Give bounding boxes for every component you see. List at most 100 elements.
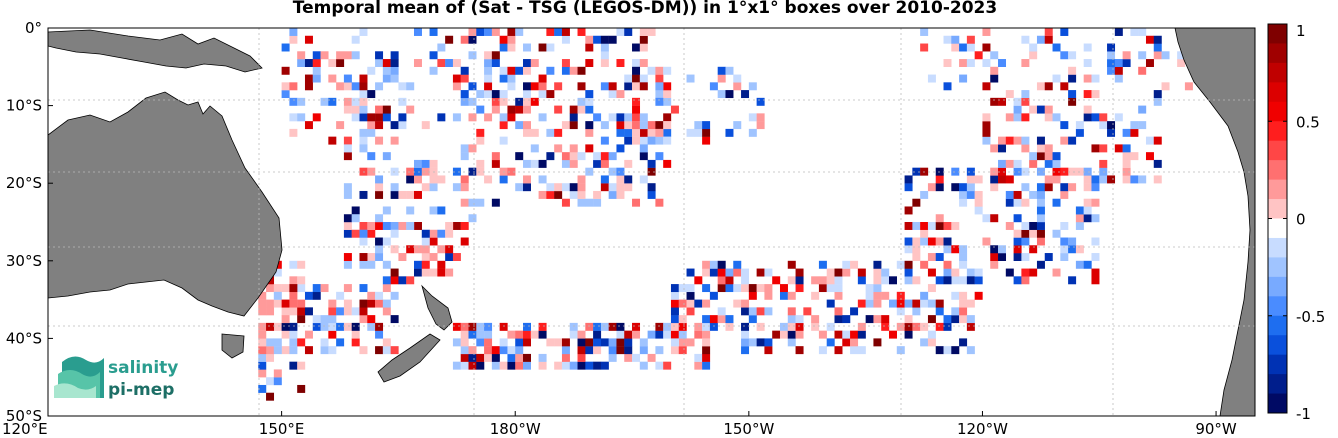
data-cell — [507, 330, 516, 339]
data-cell — [273, 322, 282, 331]
data-cell — [499, 121, 508, 130]
data-cell — [951, 315, 960, 324]
data-cell — [382, 105, 391, 114]
colorbar-tick-label: 0 — [1296, 211, 1306, 229]
data-cell — [343, 260, 352, 269]
data-cell — [741, 299, 750, 308]
data-cell — [818, 276, 827, 285]
data-cell — [632, 128, 641, 137]
data-cell — [1036, 144, 1045, 153]
map-title: Temporal mean of (Sat - TSG (LEGOS-DM)) … — [292, 0, 998, 18]
data-cell — [445, 222, 454, 230]
data-cell — [639, 59, 648, 67]
data-cell — [1036, 214, 1045, 223]
data-cell — [624, 136, 633, 145]
data-cell — [304, 59, 313, 67]
data-cell — [616, 128, 625, 137]
data-cell — [515, 183, 524, 192]
data-cell — [468, 198, 477, 207]
colorbar-segment — [1268, 121, 1287, 142]
data-cell — [538, 330, 547, 339]
data-cell — [632, 121, 641, 130]
data-cell — [600, 43, 609, 52]
data-cell — [367, 167, 376, 176]
data-cell — [538, 82, 547, 91]
data-cell — [398, 82, 407, 91]
data-cell — [982, 237, 991, 246]
data-cell — [507, 82, 516, 91]
data-cell — [1075, 222, 1084, 230]
data-cell — [406, 245, 415, 254]
data-cell — [663, 90, 672, 99]
data-cell — [725, 315, 734, 324]
data-cell — [904, 330, 913, 339]
data-cell — [904, 206, 913, 215]
data-cell — [624, 330, 633, 339]
data-cell — [1068, 97, 1077, 106]
data-cell — [1138, 66, 1147, 75]
data-cell — [320, 322, 329, 331]
data-cell — [655, 361, 664, 370]
data-cell — [1114, 28, 1123, 36]
data-cell — [795, 330, 804, 339]
data-cell — [585, 59, 594, 67]
data-cell — [452, 82, 461, 91]
data-cell — [406, 222, 415, 230]
logo-text-salinity: salinity — [108, 358, 178, 378]
data-cell — [375, 291, 384, 300]
data-cell — [468, 353, 477, 362]
data-cell — [367, 113, 376, 122]
data-cell — [413, 190, 422, 199]
data-cell — [554, 144, 563, 153]
data-cell — [655, 128, 664, 137]
data-cell — [826, 338, 835, 347]
data-cell — [507, 361, 516, 370]
data-cell — [289, 113, 298, 122]
data-cell — [507, 35, 516, 44]
data-cell — [1029, 190, 1038, 199]
data-cell — [445, 229, 454, 238]
data-cell — [359, 74, 368, 83]
data-cell — [694, 299, 703, 308]
y-tick-label: 50°S — [6, 407, 42, 425]
data-cell — [336, 121, 345, 130]
data-cell — [733, 260, 742, 269]
data-cell — [1052, 198, 1061, 207]
data-cell — [818, 330, 827, 339]
land-new-guinea — [48, 29, 263, 73]
data-cell — [499, 66, 508, 75]
data-cell — [990, 74, 999, 83]
data-cell — [1052, 159, 1061, 168]
data-cell — [904, 268, 913, 277]
data-cell — [289, 330, 298, 339]
data-cell — [678, 338, 687, 347]
data-cell — [966, 175, 975, 184]
data-cell — [297, 276, 306, 285]
data-cell — [367, 253, 376, 261]
data-cell — [1021, 97, 1030, 106]
data-cell — [990, 144, 999, 153]
data-cell — [398, 121, 407, 130]
data-cell — [398, 190, 407, 199]
data-cell — [258, 291, 267, 300]
data-cell — [896, 322, 905, 331]
data-cell — [577, 175, 586, 184]
data-cell — [702, 330, 711, 339]
data-cell — [1153, 159, 1162, 168]
data-cell — [717, 268, 726, 277]
data-cell — [632, 97, 641, 106]
data-cell — [873, 284, 882, 293]
data-cell — [1083, 175, 1092, 184]
data-cell — [974, 268, 983, 277]
data-cell — [748, 128, 757, 137]
data-cell — [375, 322, 384, 331]
data-cell — [390, 183, 399, 192]
data-cell — [670, 105, 679, 114]
data-cell — [982, 136, 991, 145]
data-cell — [351, 105, 360, 114]
data-cell — [1021, 229, 1030, 238]
data-cell — [1021, 268, 1030, 277]
data-cell — [577, 97, 586, 106]
data-cell — [460, 322, 469, 331]
data-cell — [585, 35, 594, 44]
